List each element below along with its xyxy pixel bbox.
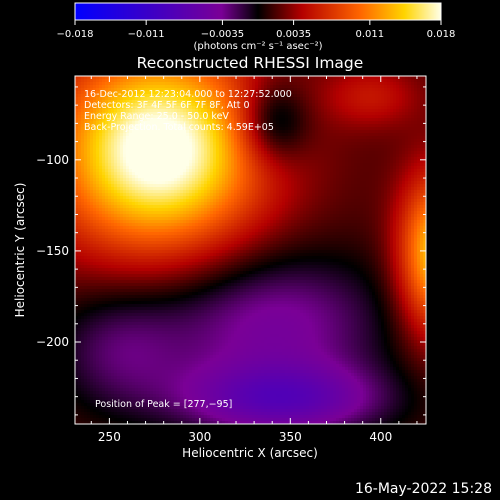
plot-frame	[74, 75, 427, 425]
colorbar-ticks: −0.018 −0.011 −0.0035 0.0035 0.011 0.018	[56, 20, 455, 40]
info-energy-range: Energy Range: 25.0 - 50.0 keV	[84, 111, 229, 122]
x-tick-label: 350	[279, 430, 302, 444]
colorbar-tick-label: −0.0035	[201, 29, 244, 40]
y-axis-label: Heliocentric Y (arcsec)	[13, 183, 27, 318]
y-tick-label: −150	[36, 244, 69, 258]
colorbar-tick-label: −0.018	[56, 29, 93, 40]
x-tick-label: 250	[98, 430, 121, 444]
colorbar-tick-label: −0.011	[128, 29, 165, 40]
x-tick-label: 400	[369, 430, 392, 444]
heatmap-image	[75, 76, 427, 425]
footer-date: 16-May-2022 15:28	[354, 481, 492, 497]
x-axis-label: Heliocentric X (arcsec)	[182, 446, 318, 460]
colorbar	[74, 2, 442, 21]
peak-position-label: Position of Peak = [277,−95]	[95, 399, 232, 410]
colorbar-label: (photons cm⁻² s⁻¹ asec⁻²)	[193, 41, 322, 52]
plot-axes: 250 300 350 400 −100 −150 −200	[36, 76, 426, 444]
info-time-range: 16-Dec-2012 12:23:04.000 to 12:27:52.000	[84, 89, 292, 100]
y-tick-label: −200	[36, 335, 69, 349]
colorbar-tick-label: 0.011	[356, 29, 385, 40]
x-tick-label: 300	[188, 430, 211, 444]
info-detectors: Detectors: 3F 4F 5F 6F 7F 8F, Att 0	[84, 100, 250, 111]
colorbar-tick-label: 0.018	[427, 29, 456, 40]
info-total-counts: Back-Projection. Total counts: 4.59E+05	[84, 122, 274, 133]
chart-title: Reconstructed RHESSI Image	[137, 54, 364, 72]
colorbar-tick-label: 0.0035	[276, 29, 311, 40]
y-tick-label: −100	[36, 153, 69, 167]
